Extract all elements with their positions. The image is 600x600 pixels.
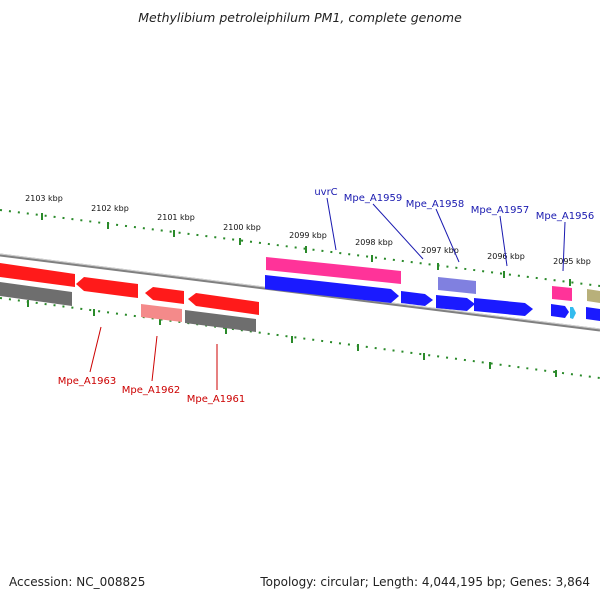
gene-arrow[interactable]: [188, 293, 259, 315]
forward-leader-lines: [326, 197, 566, 272]
gene-arrow[interactable]: [76, 277, 138, 298]
kbp-label: 2103 kbp: [25, 194, 63, 203]
gene-arrow[interactable]: [474, 298, 533, 316]
gene-block[interactable]: [552, 286, 572, 301]
gene-label-mpe-a1958[interactable]: Mpe_A1958: [406, 199, 464, 210]
accession-text: Accession: NC_008825: [9, 575, 145, 589]
map-title: Methylibium petroleiphilum PM1, complete…: [138, 10, 462, 25]
gene-label-mpe-a1963[interactable]: Mpe_A1963: [58, 376, 116, 387]
gene-arrow[interactable]: [570, 307, 576, 319]
gene-label-uvrC[interactable]: uvrC: [314, 187, 337, 198]
gene-label-mpe-a1961[interactable]: Mpe_A1961: [187, 394, 245, 405]
reverse-leader-lines: [89, 326, 218, 390]
kbp-label: 2099 kbp: [289, 231, 327, 240]
gene-label-mpe-a1959[interactable]: Mpe_A1959: [344, 193, 402, 204]
kbp-label: 2097 kbp: [421, 246, 459, 255]
gene-block[interactable]: [185, 310, 256, 332]
reverse-strand-genes: [0, 263, 259, 332]
gene-label-mpe-a1957[interactable]: Mpe_A1957: [471, 205, 529, 216]
gene-label-mpe-a1956[interactable]: Mpe_A1956: [536, 211, 594, 222]
kbp-label: 2101 kbp: [157, 213, 195, 222]
forward-gene-labels: uvrC Mpe_A1959 Mpe_A1958 Mpe_A1957 Mpe_A…: [314, 187, 594, 222]
gene-label-mpe-a1962[interactable]: Mpe_A1962: [122, 385, 180, 396]
gene-arrow[interactable]: [436, 295, 475, 311]
gene-arrow[interactable]: [145, 287, 184, 304]
gene-block[interactable]: [0, 282, 72, 306]
genome-summary-text: Topology: circular; Length: 4,044,195 bp…: [259, 575, 590, 589]
kbp-label: 2102 kbp: [91, 204, 129, 213]
reverse-gene-labels: Mpe_A1963 Mpe_A1962 Mpe_A1961: [58, 376, 245, 405]
gene-block[interactable]: [141, 304, 182, 322]
forward-strand-genes: [265, 257, 600, 321]
gene-block[interactable]: [438, 277, 476, 294]
gene-block[interactable]: [266, 257, 401, 284]
kbp-label: 2098 kbp: [355, 238, 393, 247]
gene-arrow[interactable]: [551, 304, 569, 318]
kbp-label: 2100 kbp: [223, 223, 261, 232]
gene-arrow[interactable]: [265, 275, 399, 303]
gene-block[interactable]: [587, 289, 600, 303]
gene-arrow[interactable]: [0, 263, 75, 287]
gene-arrow[interactable]: [401, 291, 433, 306]
outer-tick-ring: [0, 209, 600, 287]
kbp-label: 2095 kbp: [553, 257, 591, 266]
gene-block[interactable]: [586, 307, 600, 321]
